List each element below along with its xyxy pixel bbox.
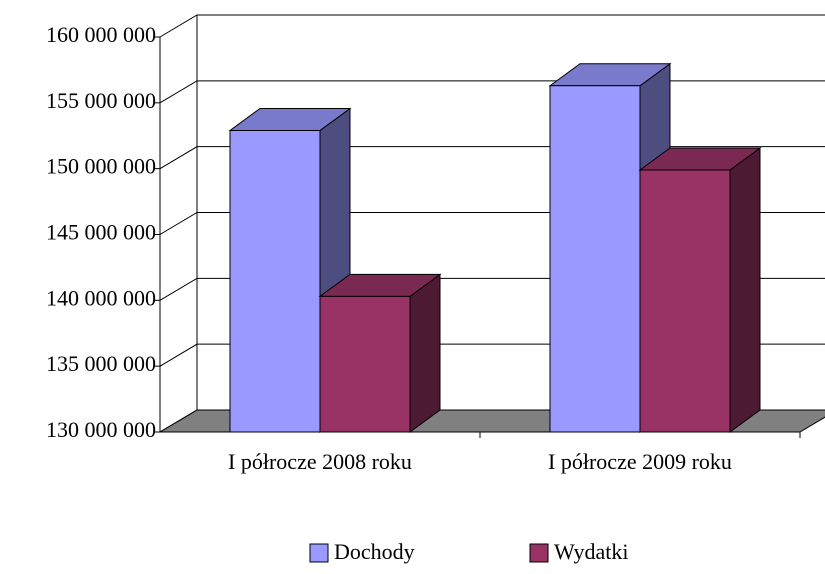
- legend-swatch: [529, 543, 549, 563]
- bar: [319, 295, 411, 433]
- x-tick-label: I półrocze 2009 roku: [548, 449, 732, 474]
- y-tick-label: 155 000 000: [46, 88, 156, 113]
- legend-swatch: [309, 543, 329, 563]
- y-tick-label: 140 000 000: [46, 285, 156, 310]
- bar-side: [409, 273, 441, 433]
- y-tick-label: 135 000 000: [46, 351, 156, 376]
- legend-label: Wydatki: [554, 539, 628, 564]
- grid-line: [159, 80, 825, 104]
- y-tick-label: 130 000 000: [46, 417, 156, 442]
- bar: [549, 85, 641, 433]
- y-tick-label: 150 000 000: [46, 154, 156, 179]
- y-tick-label: 145 000 000: [46, 220, 156, 245]
- bar-side: [729, 146, 761, 433]
- legend-label: Dochody: [334, 539, 415, 564]
- y-tick-label: 160 000 000: [46, 22, 156, 47]
- bar: [229, 129, 321, 433]
- grid-line: [159, 14, 825, 38]
- x-tick-label: I półrocze 2008 roku: [228, 449, 412, 474]
- bar: [639, 169, 731, 433]
